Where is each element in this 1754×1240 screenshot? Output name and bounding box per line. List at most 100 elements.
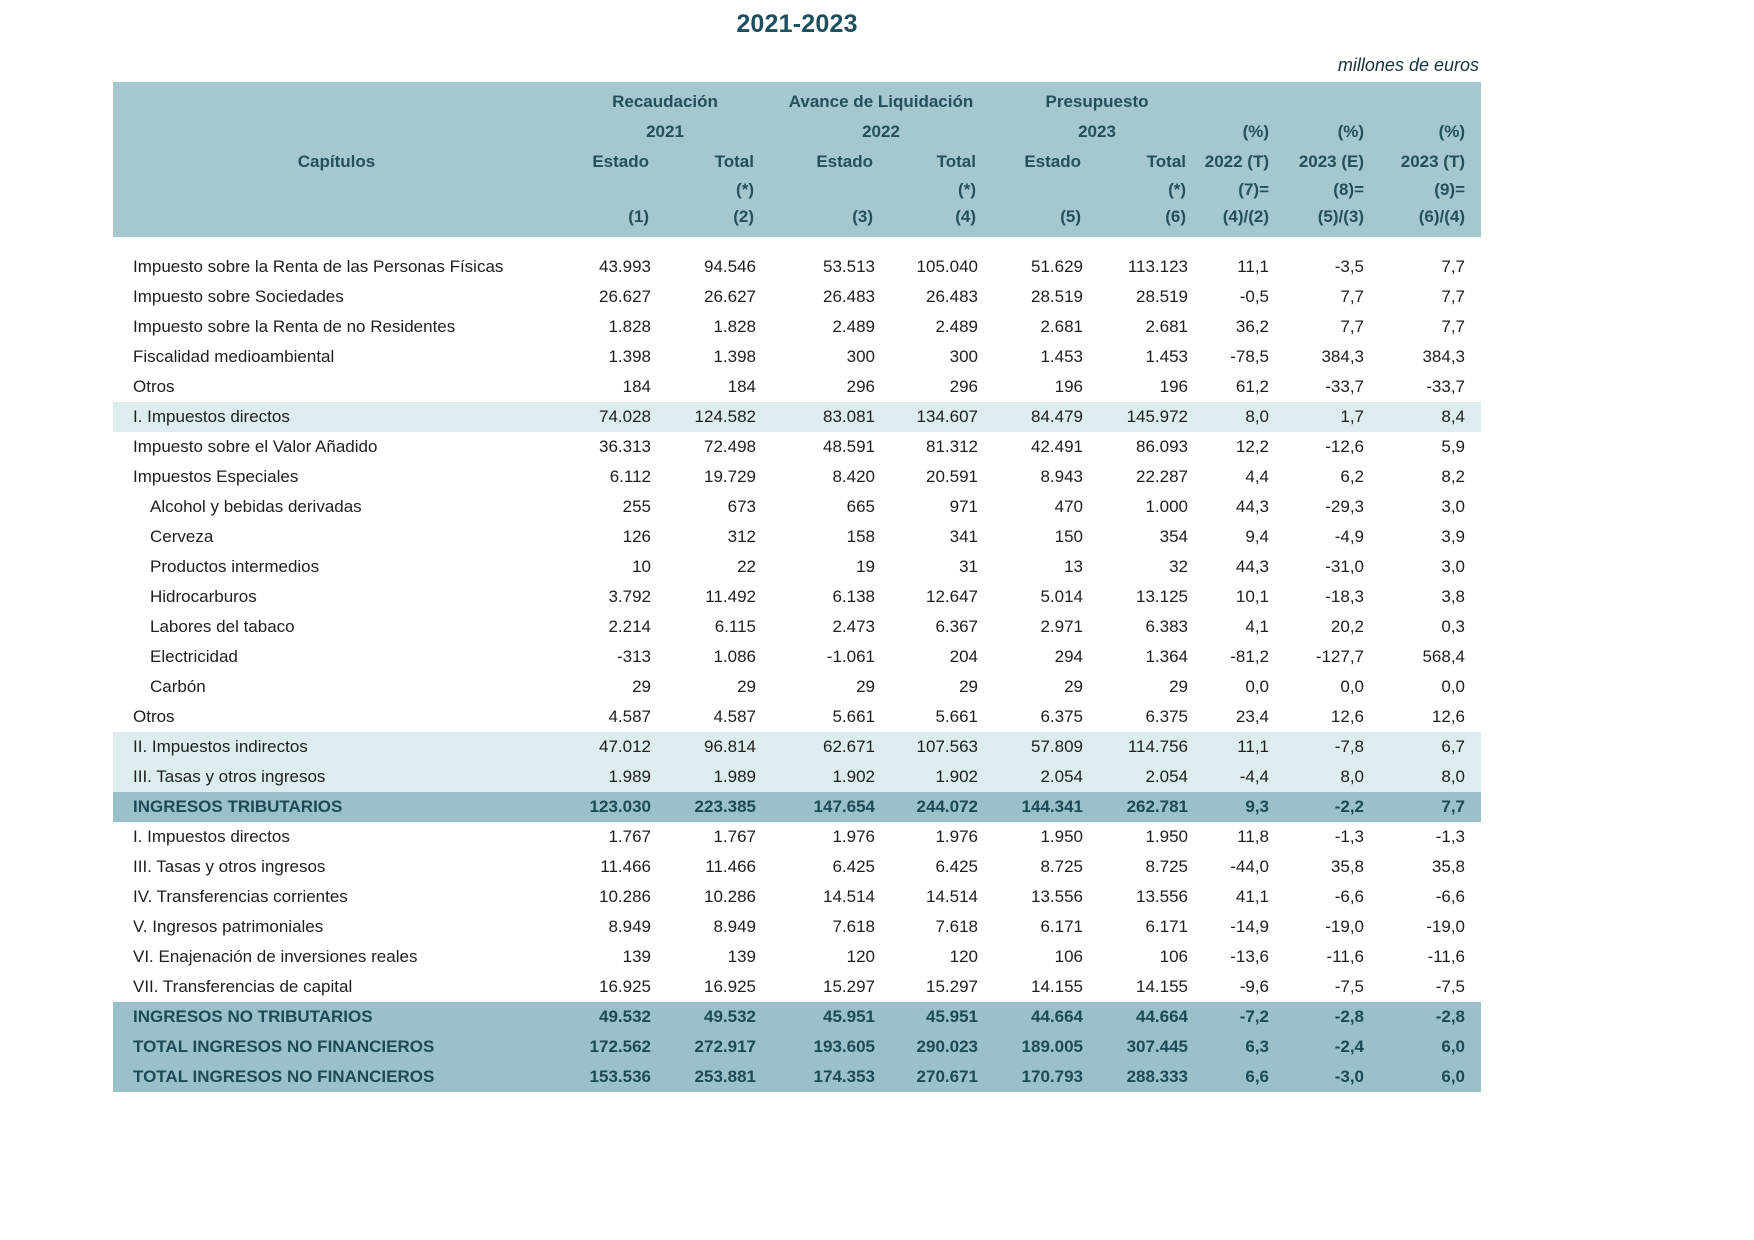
cell-value: 290.023 [889, 1032, 992, 1062]
cell-value: 11,1 [1202, 252, 1286, 282]
table-row: Otros 4.587 4.587 5.661 5.661 6.375 6.375 23,4 1… [113, 702, 1482, 732]
cell-value: 2.681 [1097, 312, 1203, 342]
cell-value: 3.792 [560, 582, 665, 612]
cell-value: 43.993 [560, 252, 665, 282]
cell-value: 341 [889, 522, 992, 552]
cell-value: 300 [889, 342, 992, 372]
table-row: Productos intermedios 10 22 19 31 13 32 44,3 -31… [113, 552, 1482, 582]
cell-value: -19,0 [1285, 912, 1381, 942]
header-colnum-6: (6) [1097, 203, 1203, 237]
header-blank [1285, 82, 1381, 116]
cell-value: 1.398 [560, 342, 665, 372]
row-label: Electricidad [113, 642, 560, 672]
unit-note: millones de euros [1337, 55, 1479, 75]
row-label: V. Ingresos patrimoniales [113, 912, 560, 942]
cell-value: 74.028 [560, 402, 665, 432]
cell-value: 193.605 [770, 1032, 889, 1062]
row-label: Fiscalidad medioambiental [113, 342, 560, 372]
cell-value: 7,7 [1380, 792, 1482, 822]
cell-value: 2.473 [770, 612, 889, 642]
cell-value: 61,2 [1202, 372, 1286, 402]
table-row: Labores del tabaco 2.214 6.115 2.473 6.367 2.… [113, 612, 1482, 642]
cell-value: -6,6 [1285, 882, 1381, 912]
cell-value: 11.466 [665, 852, 770, 882]
cell-value: 2.489 [770, 312, 889, 342]
cell-value: 28.519 [1097, 282, 1203, 312]
cell-value: 29 [770, 672, 889, 702]
header-year-2023: 2023 [992, 116, 1203, 147]
cell-value: 84.479 [992, 402, 1097, 432]
cell-value: 8.949 [665, 912, 770, 942]
header-colnum-2: (2) [665, 203, 770, 237]
table-row: TOTAL INGRESOS NO FINANCIEROS 153.536 253.… [113, 1062, 1482, 1092]
header-colnum-5: (5) [992, 203, 1097, 237]
cell-value: 6.171 [1097, 912, 1203, 942]
cell-value: 11.466 [560, 852, 665, 882]
table-row: VI. Enajenación de inversiones reales 139… [113, 942, 1482, 972]
row-label: IV. Transferencias corrientes [113, 882, 560, 912]
cell-value: 6.112 [560, 462, 665, 492]
cell-value: 4,1 [1202, 612, 1286, 642]
cell-value: 3,8 [1380, 582, 1482, 612]
table-row: INGRESOS NO TRIBUTARIOS 49.532 49.532 45.95… [113, 1002, 1482, 1032]
cell-value: 144.341 [992, 792, 1097, 822]
cell-value: 253.881 [665, 1062, 770, 1092]
header-blank [992, 176, 1097, 203]
header-asterisk-2: (*) [889, 176, 992, 203]
cell-value: 262.781 [1097, 792, 1203, 822]
cell-value: 94.546 [665, 252, 770, 282]
row-label: I. Impuestos directos [113, 402, 560, 432]
cell-value: -6,6 [1380, 882, 1482, 912]
header-total-3: Total [1097, 147, 1203, 176]
cell-value: -1,3 [1285, 822, 1381, 852]
header-formula-7: (7)= [1202, 176, 1286, 203]
cell-value: 49.532 [665, 1002, 770, 1032]
row-label: Labores del tabaco [113, 612, 560, 642]
table-row: III. Tasas y otros ingresos 11.466 11.466 6… [113, 852, 1482, 882]
header-year-2022: 2022 [770, 116, 992, 147]
cell-value: 6.375 [1097, 702, 1203, 732]
cell-value: 10 [560, 552, 665, 582]
cell-value: 4,4 [1202, 462, 1286, 492]
cell-value: 11,1 [1202, 732, 1286, 762]
cell-value: -7,8 [1285, 732, 1381, 762]
row-label: Hidrocarburos [113, 582, 560, 612]
header-group-presupuesto: Presupuesto [992, 82, 1203, 116]
cell-value: 244.072 [889, 792, 992, 822]
cell-value: 255 [560, 492, 665, 522]
cell-value: 6.425 [889, 852, 992, 882]
cell-value: 29 [889, 672, 992, 702]
cell-value: 12,6 [1285, 702, 1381, 732]
table-row: INGRESOS TRIBUTARIOS 123.030 223.385 147.65… [113, 792, 1482, 822]
cell-value: 384,3 [1285, 342, 1381, 372]
cell-value: 9,4 [1202, 522, 1286, 552]
cell-value: 6,2 [1285, 462, 1381, 492]
cell-value: 272.917 [665, 1032, 770, 1062]
table-row: Impuesto sobre la Renta de no Residentes… [113, 312, 1482, 342]
cell-value: 44,3 [1202, 552, 1286, 582]
cell-value: -313 [560, 642, 665, 672]
header-blank [1202, 82, 1286, 116]
cell-value: 42.491 [992, 432, 1097, 462]
cell-value: 1.453 [1097, 342, 1203, 372]
cell-value: 5.661 [770, 702, 889, 732]
header-pct-1: (%) [1202, 116, 1286, 147]
cell-value: 29 [560, 672, 665, 702]
cell-value: 7,7 [1285, 312, 1381, 342]
header-pct-3: (%) [1380, 116, 1482, 147]
cell-value: 1.086 [665, 642, 770, 672]
cell-value: 139 [560, 942, 665, 972]
cell-value: -127,7 [1285, 642, 1381, 672]
cell-value: 1.902 [889, 762, 992, 792]
cell-value: 6,6 [1202, 1062, 1286, 1092]
table-row: III. Tasas y otros ingresos 1.989 1.989 1.9… [113, 762, 1482, 792]
cell-value: 296 [770, 372, 889, 402]
cell-value: 44.664 [992, 1002, 1097, 1032]
cell-value: 45.951 [889, 1002, 992, 1032]
cell-value: 5.661 [889, 702, 992, 732]
header-spacer [113, 237, 1482, 252]
header-blank [113, 176, 560, 203]
header-ratio-2: (5)/(3) [1285, 203, 1381, 237]
cell-value: -7,5 [1285, 972, 1381, 1002]
cell-value: -33,7 [1380, 372, 1482, 402]
